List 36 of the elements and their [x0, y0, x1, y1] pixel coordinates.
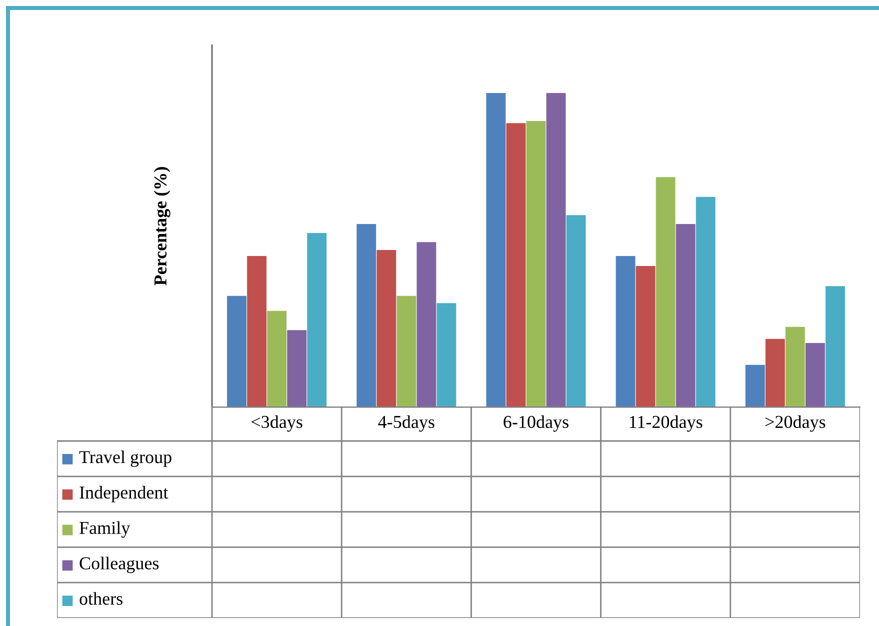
bar — [267, 310, 287, 407]
bar — [566, 215, 586, 407]
legend-label: Family — [80, 521, 130, 538]
legend-label: Colleagues — [80, 556, 159, 574]
bar — [826, 286, 845, 407]
x-tick-label: >20days — [765, 415, 826, 432]
bar — [376, 250, 396, 407]
bar — [676, 224, 696, 407]
bar — [396, 296, 416, 407]
bar — [785, 326, 805, 407]
bar — [307, 233, 327, 407]
bar — [506, 123, 526, 407]
x-tick-label: 11-20days — [630, 415, 702, 432]
legend-label: Travel group — [79, 450, 172, 467]
x-tick-label: 4-5days — [378, 415, 434, 432]
x-tick-label: 6-10days — [504, 415, 568, 432]
bar — [745, 364, 765, 407]
bar — [546, 93, 566, 407]
bar — [806, 342, 825, 407]
bar — [696, 196, 716, 407]
bar — [636, 266, 656, 407]
bar — [526, 120, 546, 407]
y-axis-title: Percentage (%) — [154, 167, 170, 286]
x-tick-label: <3days — [252, 415, 302, 432]
bar — [486, 93, 506, 407]
bar — [616, 256, 636, 407]
bar — [247, 256, 266, 407]
legend-label: others — [80, 592, 122, 605]
legend-label: Independent — [80, 486, 168, 502]
bar — [356, 224, 376, 407]
bar — [656, 177, 676, 407]
bar — [436, 303, 456, 407]
bar — [416, 242, 436, 407]
bar — [287, 330, 307, 407]
bar — [227, 296, 246, 407]
bar — [765, 338, 785, 407]
